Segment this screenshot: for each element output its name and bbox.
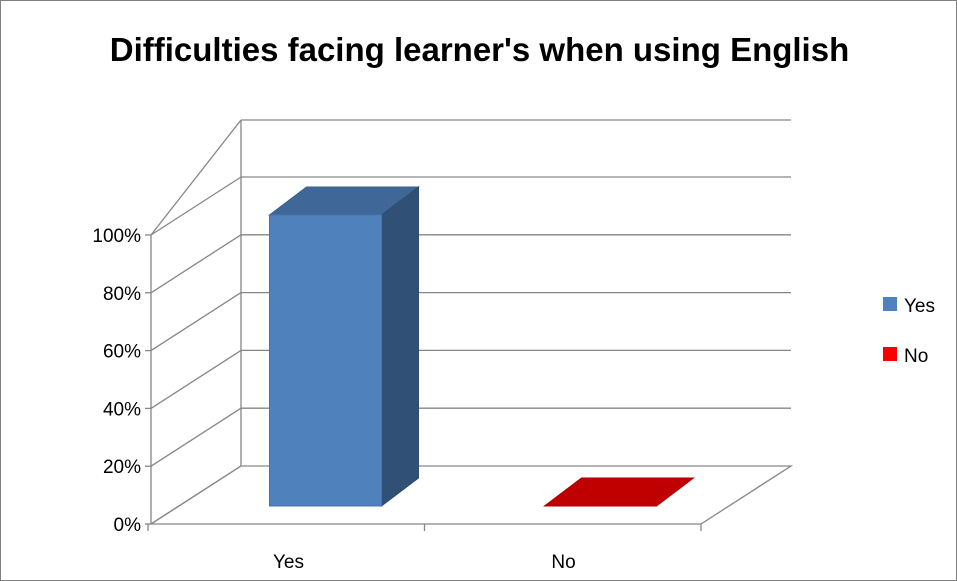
side-wall-gridline [150, 119, 242, 236]
legend-swatch [883, 297, 897, 311]
legend-swatch [883, 347, 897, 361]
side-wall-gridline [150, 292, 242, 352]
floor [148, 465, 794, 525]
axis-labels: 0% 20% 40% 60% 80% 100% Yes No [92, 226, 575, 573]
chart-title: Difficulties facing learner's when using… [109, 31, 850, 68]
y-tick-label: 40% [103, 399, 141, 420]
y-tick-label: 20% [103, 457, 141, 478]
y-tick-label: 0% [114, 515, 142, 536]
y-tick-label: 60% [103, 342, 141, 363]
axes [145, 234, 794, 531]
bar [543, 477, 695, 507]
y-tick-label: 100% [92, 226, 141, 247]
side-wall-gridline [150, 176, 242, 236]
side-wall-gridline [150, 407, 242, 467]
legend-label: No [904, 346, 928, 367]
y-tick-label: 80% [103, 284, 141, 305]
x-tick-label: No [551, 552, 575, 573]
legend: Yes No [883, 296, 935, 367]
gridlines [150, 119, 791, 525]
x-tick-label: Yes [273, 552, 304, 573]
bars [268, 185, 695, 508]
bar [269, 214, 382, 507]
legend-label: Yes [904, 296, 935, 317]
side-wall-gridline [150, 349, 242, 409]
bar-side [381, 185, 419, 508]
side-wall-gridline [150, 234, 242, 294]
